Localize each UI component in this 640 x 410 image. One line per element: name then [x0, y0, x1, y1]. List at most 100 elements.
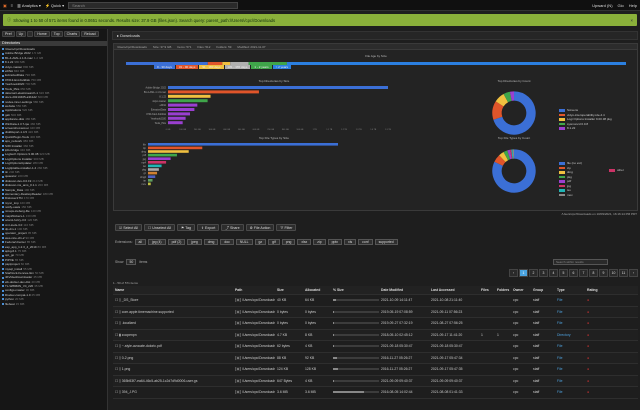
file-name[interactable]: 0-2.png: [121, 355, 134, 360]
unselect-all-button[interactable]: ☐ Unselect All: [144, 224, 176, 231]
extension-filter-button[interactable]: NULL: [235, 239, 253, 245]
search-input[interactable]: Search: [68, 1, 239, 9]
rating-icon[interactable]: ●: [587, 355, 590, 360]
analytics-menu[interactable]: ▥ Analytics ▾: [17, 2, 41, 8]
tree-item[interactable]: configs-master 30 MB: [2, 288, 105, 292]
path-text[interactable]: /Users/cpc/Downloads: [242, 355, 275, 360]
checkbox[interactable]: ☐: [115, 344, 119, 349]
tree-item[interactable]: 4KVideoDownloader 45 MB: [2, 275, 105, 279]
path-button[interactable]: ⧉: [235, 321, 242, 326]
charts-button[interactable]: Charts: [63, 31, 81, 37]
path-text[interactable]: /Users/cpc/Downloads: [242, 332, 275, 337]
tree-item[interactable]: S3D Installer 360 MB: [2, 144, 105, 148]
rating-icon[interactable]: ●: [587, 378, 590, 383]
tree-item[interactable]: Diskover1Thr 170 MB: [2, 196, 105, 200]
column-header[interactable]: Owner: [513, 288, 524, 292]
rating-icon[interactable]: ●: [587, 390, 590, 395]
path-text[interactable]: /Users/cpc/Downloads: [242, 344, 275, 349]
table-row[interactable]: ☐ ▯ 365b53f7-ea64-46c5-ab25-1c2d7d9d0006…: [113, 375, 638, 387]
extension-filter-button[interactable]: gz: [254, 239, 267, 245]
share-button[interactable]: ⤴ Share: [221, 224, 244, 231]
tree-item[interactable]: QuickPlugin-Tools 400 MB: [2, 135, 105, 139]
file-name[interactable]: 365b53f7-ea64-46c5-ab25-1c2d7d9d0006-use…: [121, 378, 198, 383]
tree-item[interactable]: appliance-disk 480 MB: [2, 117, 105, 121]
column-header[interactable]: Allocated: [305, 288, 321, 292]
tree-item[interactable]: papiproject 60 MB: [2, 262, 105, 266]
tree-item[interactable]: operator_project 95 MB: [2, 231, 105, 235]
tree-item[interactable]: 8.1.22 980 MB: [2, 60, 105, 64]
path-text[interactable]: /Users/cpc/Downloads: [242, 298, 275, 303]
tag-button[interactable]: ⚑ Tag: [177, 224, 195, 231]
tree-item[interactable]: ipfs-bridge 340 MB: [2, 148, 105, 152]
tree-item[interactable]: ExtractedData 790 MB: [2, 73, 105, 77]
close-icon[interactable]: ×: [630, 17, 633, 23]
tree-item[interactable]: Adobe Bridge 2022 1.5 GB: [2, 51, 105, 55]
tree-item[interactable]: 07013-Ext-Fulldisk 750 MB: [2, 78, 105, 82]
brand-logo[interactable]: ▣: [3, 3, 7, 8]
table-row[interactable]: ☐ ▯ com.apple.timemachine.supported ⧉/Use…: [113, 306, 638, 318]
nav-right-item-1[interactable]: Upward (N): [592, 2, 613, 8]
results-search-input[interactable]: Search within results: [553, 259, 608, 265]
extension-filter-button[interactable]: gif: [268, 239, 280, 245]
tree-item[interactable]: libudev-compat-1.0 25 MB: [2, 293, 105, 297]
extension-filter-button[interactable]: pdf (2): [167, 239, 186, 245]
column-header[interactable]: Size: [277, 288, 284, 292]
tree-item[interactable]: screenshot-test-ui 440 MB: [2, 126, 105, 130]
tree-item[interactable]: Tools_Pkis 650 MB: [2, 87, 105, 91]
filter-button[interactable]: ⛛ Filter: [276, 224, 297, 231]
quick-menu[interactable]: ⚡ Quick ▾: [44, 2, 65, 8]
cell-type[interactable]: File: [557, 344, 563, 349]
tree-item[interactable]: Sample_Data 190 MB: [2, 188, 105, 192]
tree-item[interactable]: dp-dm-1 100 MB: [2, 227, 105, 231]
page-button[interactable]: 5: [559, 269, 568, 277]
rating-icon[interactable]: ●: [587, 344, 590, 349]
tree-item[interactable]: LogiOptions Installer 300 MB: [2, 157, 105, 161]
tree-item[interactable]: LogiOptionsUpdater 280 MB: [2, 161, 105, 165]
checkbox[interactable]: ☐: [115, 332, 119, 337]
column-header[interactable]: Path: [235, 288, 243, 292]
page-button[interactable]: 4: [549, 269, 558, 277]
path-button[interactable]: ⧉: [235, 367, 242, 372]
page-button[interactable]: 9: [599, 269, 608, 277]
tree-item[interactable]: Logitech Options 9.00.38 320 MB: [2, 152, 105, 156]
tree-item[interactable]: TL-W8960N_V4_220 35 MB: [2, 284, 105, 288]
tree-item[interactable]: diskReport-1.4.5 420 MB: [2, 130, 105, 134]
cell-type[interactable]: File: [557, 390, 563, 395]
extension-filter-button[interactable]: xlsx: [297, 239, 312, 245]
nav-right-item-2[interactable]: Gio: [617, 2, 624, 8]
rating-icon[interactable]: ●: [587, 367, 590, 372]
column-header[interactable]: Group: [533, 288, 544, 292]
table-row[interactable]: ☐ ▯ ~-style-avocate-doloric.pdf ⧉/Users/c…: [113, 341, 638, 353]
path-button[interactable]: ⧉: [235, 378, 242, 383]
home-button[interactable]: Home: [34, 31, 50, 37]
extension-filter-button[interactable]: pptx: [327, 239, 343, 245]
extension-filter-button[interactable]: supported: [374, 239, 398, 245]
tree-item[interactable]: B1-4-AML-1.1.6-mac 1.2 GB: [2, 56, 105, 60]
table-row[interactable]: ☐ ▯ 0-2.png ⧉/Users/cpc/Downloads 88 KB 92 …: [113, 352, 638, 364]
page-button[interactable]: 10: [609, 269, 618, 277]
page-button[interactable]: ›: [629, 269, 638, 277]
file-name[interactable]: 394_J.PG: [121, 390, 137, 395]
tree-item[interactable]: diskover-ms_ams_0.1.1 200 MB: [2, 183, 105, 187]
tree-item[interactable]: eDNA 840 MB: [2, 69, 105, 73]
column-header[interactable]: % Size: [333, 288, 344, 292]
tree-item[interactable]: notify-oasis 150 MB: [2, 205, 105, 209]
tree-item[interactable]: /Users/cpc/Downloads: [2, 47, 105, 51]
nav-right-item-3[interactable]: Help: [628, 2, 637, 8]
file-name[interactable]: zoopenpn: [121, 332, 137, 337]
column-header[interactable]: Date Modified: [381, 288, 404, 292]
table-row[interactable]: ☐ ▮ zoopenpn ⧉/Users/cpc/Downloads 4.7 KB 8…: [113, 329, 638, 341]
tree-item[interactable]: website 550 MB: [2, 104, 105, 108]
up-button[interactable]: Up: [15, 31, 27, 37]
menu-icon[interactable]: ≡: [10, 2, 14, 8]
extension-filter-button[interactable]: jpeg: [187, 239, 202, 245]
tree-item[interactable]: docs-20210405-a3b1d2 600 MB: [2, 95, 105, 99]
tree-item[interactable]: aps_network 380 MB: [2, 139, 105, 143]
tree-item[interactable]: LogiIptable-installer-1.4 260 MB: [2, 166, 105, 170]
page-button[interactable]: 6: [569, 269, 578, 277]
file-action-button[interactable]: ⚙ File Action: [245, 224, 275, 231]
file-name[interactable]: 1.png: [121, 367, 131, 372]
page-button[interactable]: 3: [539, 269, 548, 277]
tree-item[interactable]: cmt-tools-3.0 110 MB: [2, 223, 105, 227]
tree-item[interactable]: WinData-1.3.7-ipe 460 MB: [2, 122, 105, 126]
